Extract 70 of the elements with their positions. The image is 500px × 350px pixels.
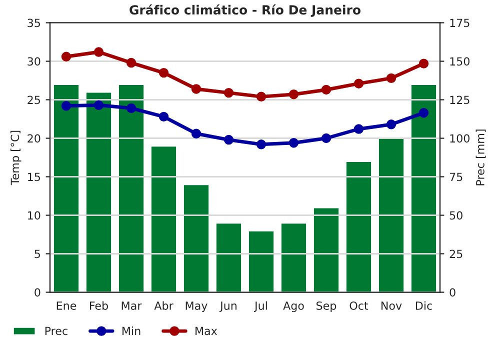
y2-tick-label: 100 xyxy=(450,134,470,143)
y-tick-label: 10 xyxy=(28,211,40,220)
point xyxy=(94,100,104,110)
legend-label: Prec xyxy=(45,326,68,336)
point xyxy=(288,90,299,100)
point xyxy=(256,92,266,102)
point xyxy=(224,88,234,98)
point xyxy=(321,84,332,95)
point xyxy=(158,112,169,122)
point xyxy=(224,134,234,145)
y-tick-label: 5 xyxy=(34,250,40,258)
x-tick-label: Jun xyxy=(219,302,236,312)
legend-label: Min xyxy=(122,326,140,335)
x-tick-label: Abr xyxy=(154,301,174,310)
bar xyxy=(378,138,405,292)
y2-tick-label: 0 xyxy=(450,288,456,297)
bar xyxy=(215,222,242,292)
x-tick-label: Mar xyxy=(122,302,142,310)
x-tick-label: Jul xyxy=(254,301,267,312)
x-tick-label: Nov xyxy=(381,302,402,310)
point xyxy=(354,78,364,88)
legend-label: Max xyxy=(196,326,218,336)
point xyxy=(61,101,72,111)
point xyxy=(418,108,429,118)
y2-tick-label: 25 xyxy=(450,250,462,258)
point xyxy=(386,73,396,84)
point xyxy=(61,52,72,62)
x-tick-label: Feb xyxy=(90,301,108,310)
x-tick-label: Ene xyxy=(56,302,76,310)
chart-title: Gráfico climático - Río De Janeiro xyxy=(130,4,360,17)
point xyxy=(191,128,202,138)
y-tick-label: 15 xyxy=(28,172,40,182)
x-tick-label: Ago xyxy=(283,302,304,312)
point xyxy=(256,140,266,150)
y2-tick-label: 75 xyxy=(450,172,462,182)
bar xyxy=(410,84,438,292)
y2-axis-title: Prec [mm] xyxy=(476,130,486,186)
point xyxy=(158,68,169,78)
bar xyxy=(52,84,80,292)
point xyxy=(94,47,104,57)
y2-tick-label: 50 xyxy=(450,211,462,220)
point xyxy=(321,133,332,144)
y-tick-label: 0 xyxy=(34,288,40,297)
y2-tick-label: 175 xyxy=(450,18,470,28)
y2-tick-label: 125 xyxy=(450,96,470,104)
x-tick-label: Dic xyxy=(416,301,432,310)
point xyxy=(126,103,136,114)
point xyxy=(386,120,396,130)
y-tick-label: 25 xyxy=(28,96,40,104)
point xyxy=(354,124,364,134)
y-axis-title: Temp [°C] xyxy=(10,130,22,186)
point xyxy=(126,58,136,68)
bar xyxy=(150,145,178,292)
bar xyxy=(85,91,112,292)
point xyxy=(288,138,299,148)
bar xyxy=(118,84,145,292)
x-tick-label: Oct xyxy=(350,301,368,310)
y-tick-label: 35 xyxy=(28,18,40,28)
bar xyxy=(345,160,372,292)
point xyxy=(418,58,429,68)
y2-tick-label: 150 xyxy=(450,57,470,66)
bar xyxy=(248,230,275,292)
bar xyxy=(312,206,340,292)
y-tick-label: 30 xyxy=(28,57,40,66)
x-tick-label: Sep xyxy=(316,301,336,312)
bar xyxy=(182,184,210,292)
y-tick-label: 20 xyxy=(28,134,40,143)
bar xyxy=(280,222,308,292)
x-tick-label: May xyxy=(186,302,208,312)
point xyxy=(191,84,202,94)
